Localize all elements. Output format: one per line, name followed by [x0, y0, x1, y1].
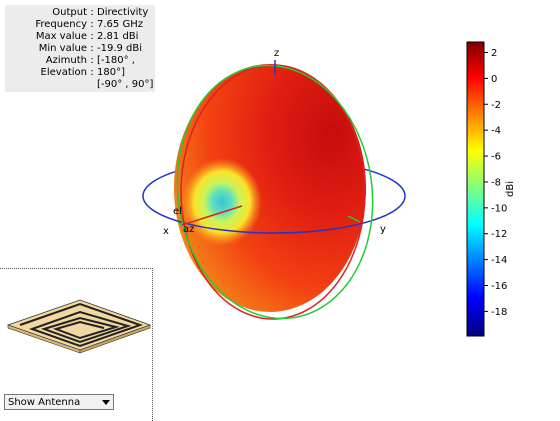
y-axis — [347, 215, 361, 223]
info-row-elevation: Elevation:180°] — [5, 67, 153, 79]
colorbar-tick-label: -18 — [491, 307, 507, 318]
x-axis-label: x — [163, 226, 169, 237]
output-value: Directivity — [97, 7, 149, 18]
origin-az-line — [181, 205, 243, 226]
colorbar-tick-label: -16 — [491, 281, 507, 292]
info-row-output: Output: Directivity — [5, 7, 153, 19]
elevation-value: 180°] — [97, 67, 125, 78]
colorbar — [466, 41, 485, 337]
chevron-down-icon[interactable] — [102, 400, 110, 405]
y-axis-label: y — [380, 224, 386, 235]
colorbar-tick-label: -10 — [491, 203, 507, 214]
pattern-null — [182, 158, 262, 246]
el-label: el — [173, 206, 182, 217]
az-label: az — [183, 224, 194, 235]
z-axis-label: z — [274, 48, 279, 59]
show-antenna-dropdown-value: Show Antenna — [8, 397, 81, 408]
origin-marker — [177, 221, 187, 230]
colorbar-tick-label: -12 — [491, 229, 507, 240]
min-value: -19.9 dBi — [97, 43, 143, 54]
pattern-info-panel: Output: Directivity Frequency:7.65 GHz Ma… — [5, 5, 155, 92]
colorbar-tick-label: -6 — [491, 152, 501, 163]
info-row-azimuth: Azimuth: [-180° , — [5, 55, 153, 67]
antenna-thumbnail — [6, 299, 152, 354]
colorbar-tick-label: 2 — [491, 48, 497, 59]
colorbar-ticks: 2 0 -2 -4 -6 -8 -10 -12 -14 -16 -18 — [484, 48, 507, 318]
info-row-range: [-90° , 90°] — [5, 79, 153, 91]
info-row-frequency: Frequency:7.65 GHz — [5, 19, 153, 31]
colorbar-tick-label: -4 — [491, 126, 501, 137]
frequency-value: 7.65 GHz — [97, 19, 143, 30]
info-table: Output: Directivity Frequency:7.65 GHz Ma… — [5, 7, 153, 91]
show-antenna-dropdown[interactable]: Show Antenna — [4, 394, 114, 410]
antenna-panel — [0, 268, 153, 421]
colorbar-tick-label: -2 — [491, 100, 501, 111]
elevation-range-value: [-90° , 90°] — [97, 79, 154, 90]
colorbar-tick-label: 0 — [491, 74, 497, 85]
info-row-min: Min value: -19.9 dBi — [5, 43, 153, 55]
pattern-lobe — [174, 64, 366, 312]
colorbar-tick-label: -14 — [491, 255, 507, 266]
info-row-max: Max value:2.81 dBi — [5, 31, 153, 43]
colorbar-unit: dBi — [505, 181, 516, 197]
max-value: 2.81 dBi — [97, 31, 139, 42]
colorbar-tick-label: -8 — [491, 177, 501, 188]
elevation-ring-yz — [176, 64, 374, 320]
azimuth-ring-front — [142, 195, 406, 234]
azimuth-value: [-180° , — [97, 55, 135, 66]
